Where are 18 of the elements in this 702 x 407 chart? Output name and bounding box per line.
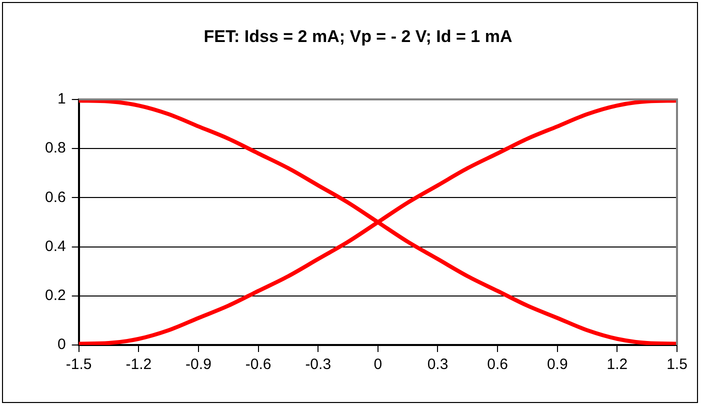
y-tick-label: 0.6 xyxy=(44,188,66,206)
chart-title: FET: Idss = 2 mA; Vp = - 2 V; Id = 1 mA xyxy=(204,26,512,46)
y-tick-label: 1 xyxy=(58,90,66,108)
y-tick-label: 0 xyxy=(58,336,66,354)
y-tick-label: 0.2 xyxy=(44,287,66,304)
y-tick-label: 0.8 xyxy=(44,140,66,157)
x-tick-label: -1.2 xyxy=(126,356,152,374)
x-tick-label: 0 xyxy=(374,356,382,374)
x-tick-label: 0.3 xyxy=(427,356,448,374)
x-tick-label: -0.3 xyxy=(305,356,332,374)
y-tick-label: 0.4 xyxy=(44,238,66,255)
x-tick-label: 1.2 xyxy=(606,356,628,374)
x-tick-label: 1.5 xyxy=(666,356,688,374)
x-tick-label: -1.5 xyxy=(66,356,92,374)
x-tick-label: -0.9 xyxy=(186,356,212,374)
x-tick-label: 0.6 xyxy=(487,356,508,374)
x-tick-label: 0.9 xyxy=(546,356,568,374)
x-tick-label: -0.6 xyxy=(245,356,272,374)
